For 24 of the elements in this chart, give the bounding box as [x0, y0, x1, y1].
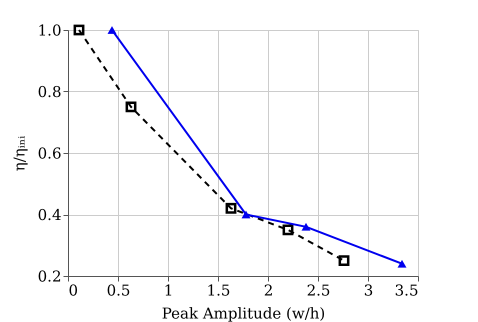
x-tick-label: 1.5	[206, 282, 230, 300]
point	[126, 101, 136, 112]
y-axis-title: η/ηᵢₙᵢ	[10, 136, 29, 172]
x-tick-label: 3.5	[394, 282, 418, 300]
x-tick-label: 0	[68, 282, 78, 300]
y-tick-label: 0.8	[38, 83, 62, 101]
point	[108, 26, 116, 34]
x-axis-title: Peak Amplitude (w/h)	[162, 304, 326, 322]
x-tick-label: 1	[164, 282, 174, 300]
x-tick-label: 2.5	[306, 282, 330, 300]
point	[282, 224, 294, 236]
point	[226, 202, 236, 214]
point	[74, 24, 84, 36]
y-tick-label: 1.0	[38, 22, 62, 40]
x-tick-label: 3	[364, 282, 374, 300]
point	[242, 210, 250, 218]
y-tick-label: 0.4	[38, 206, 62, 224]
x-tick-label: 0.5	[106, 282, 130, 300]
x-tick-label: 2	[264, 282, 274, 300]
point	[302, 222, 310, 231]
point	[398, 260, 406, 268]
y-tick-label: 0.6	[38, 144, 62, 162]
point	[338, 255, 350, 266]
y-tick-label: 0.2	[38, 268, 62, 286]
